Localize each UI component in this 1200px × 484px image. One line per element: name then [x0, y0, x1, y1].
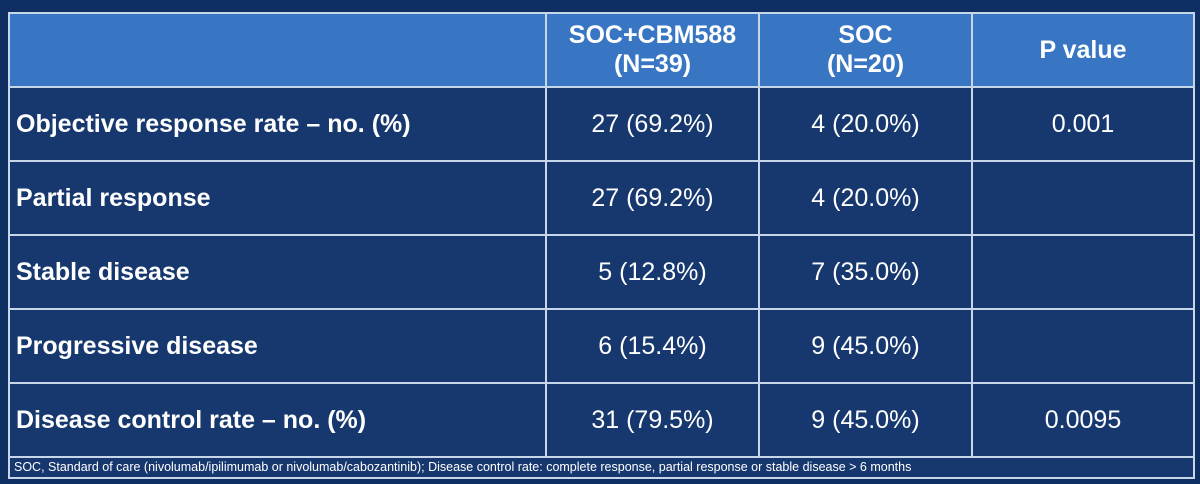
header-subtext: (N=20) [826, 50, 905, 78]
cell-p-value [971, 234, 1195, 310]
row-label: Partial response [8, 160, 547, 236]
cell-soc: 9 (45.0%) [758, 308, 973, 384]
header-cell-p-value: P value [971, 12, 1195, 88]
cell-soc: 4 (20.0%) [758, 160, 973, 236]
cell-soc-cbm588: 6 (15.4%) [545, 308, 760, 384]
header-cell-soc: SOC (N=20) [758, 12, 973, 88]
cell-soc-cbm588: 27 (69.2%) [545, 86, 760, 162]
header-cell-soc-cbm588: SOC+CBM588 (N=39) [545, 12, 760, 88]
cell-p-value: 0.0095 [971, 382, 1195, 458]
table-row: Objective response rate – no. (%) 27 (69… [8, 86, 1195, 162]
results-table: SOC+CBM588 (N=39) SOC (N=20) P value Obj… [8, 12, 1195, 479]
footnote: SOC, Standard of care (nivolumab/ipilimu… [8, 456, 1195, 479]
cell-soc: 9 (45.0%) [758, 382, 973, 458]
row-label: Disease control rate – no. (%) [8, 382, 547, 458]
footnote-row: SOC, Standard of care (nivolumab/ipilimu… [8, 456, 1195, 479]
cell-soc-cbm588: 31 (79.5%) [545, 382, 760, 458]
cell-soc-cbm588: 5 (12.8%) [545, 234, 760, 310]
header-text: SOC+CBM588 [568, 21, 737, 49]
row-label: Stable disease [8, 234, 547, 310]
cell-soc: 4 (20.0%) [758, 86, 973, 162]
header-text: SOC [838, 21, 893, 49]
cell-p-value [971, 308, 1195, 384]
table-row: Stable disease 5 (12.8%) 7 (35.0%) [8, 234, 1195, 310]
table-row: Partial response 27 (69.2%) 4 (20.0%) [8, 160, 1195, 236]
cell-p-value [971, 160, 1195, 236]
row-label: Objective response rate – no. (%) [8, 86, 547, 162]
header-row: SOC+CBM588 (N=39) SOC (N=20) P value [8, 12, 1195, 88]
cell-p-value: 0.001 [971, 86, 1195, 162]
table-row: Disease control rate – no. (%) 31 (79.5%… [8, 382, 1195, 458]
row-label: Progressive disease [8, 308, 547, 384]
header-cell-empty [8, 12, 547, 88]
header-text: P value [1039, 35, 1127, 64]
header-subtext: (N=39) [613, 50, 692, 78]
cell-soc-cbm588: 27 (69.2%) [545, 160, 760, 236]
table-row: Progressive disease 6 (15.4%) 9 (45.0%) [8, 308, 1195, 384]
cell-soc: 7 (35.0%) [758, 234, 973, 310]
